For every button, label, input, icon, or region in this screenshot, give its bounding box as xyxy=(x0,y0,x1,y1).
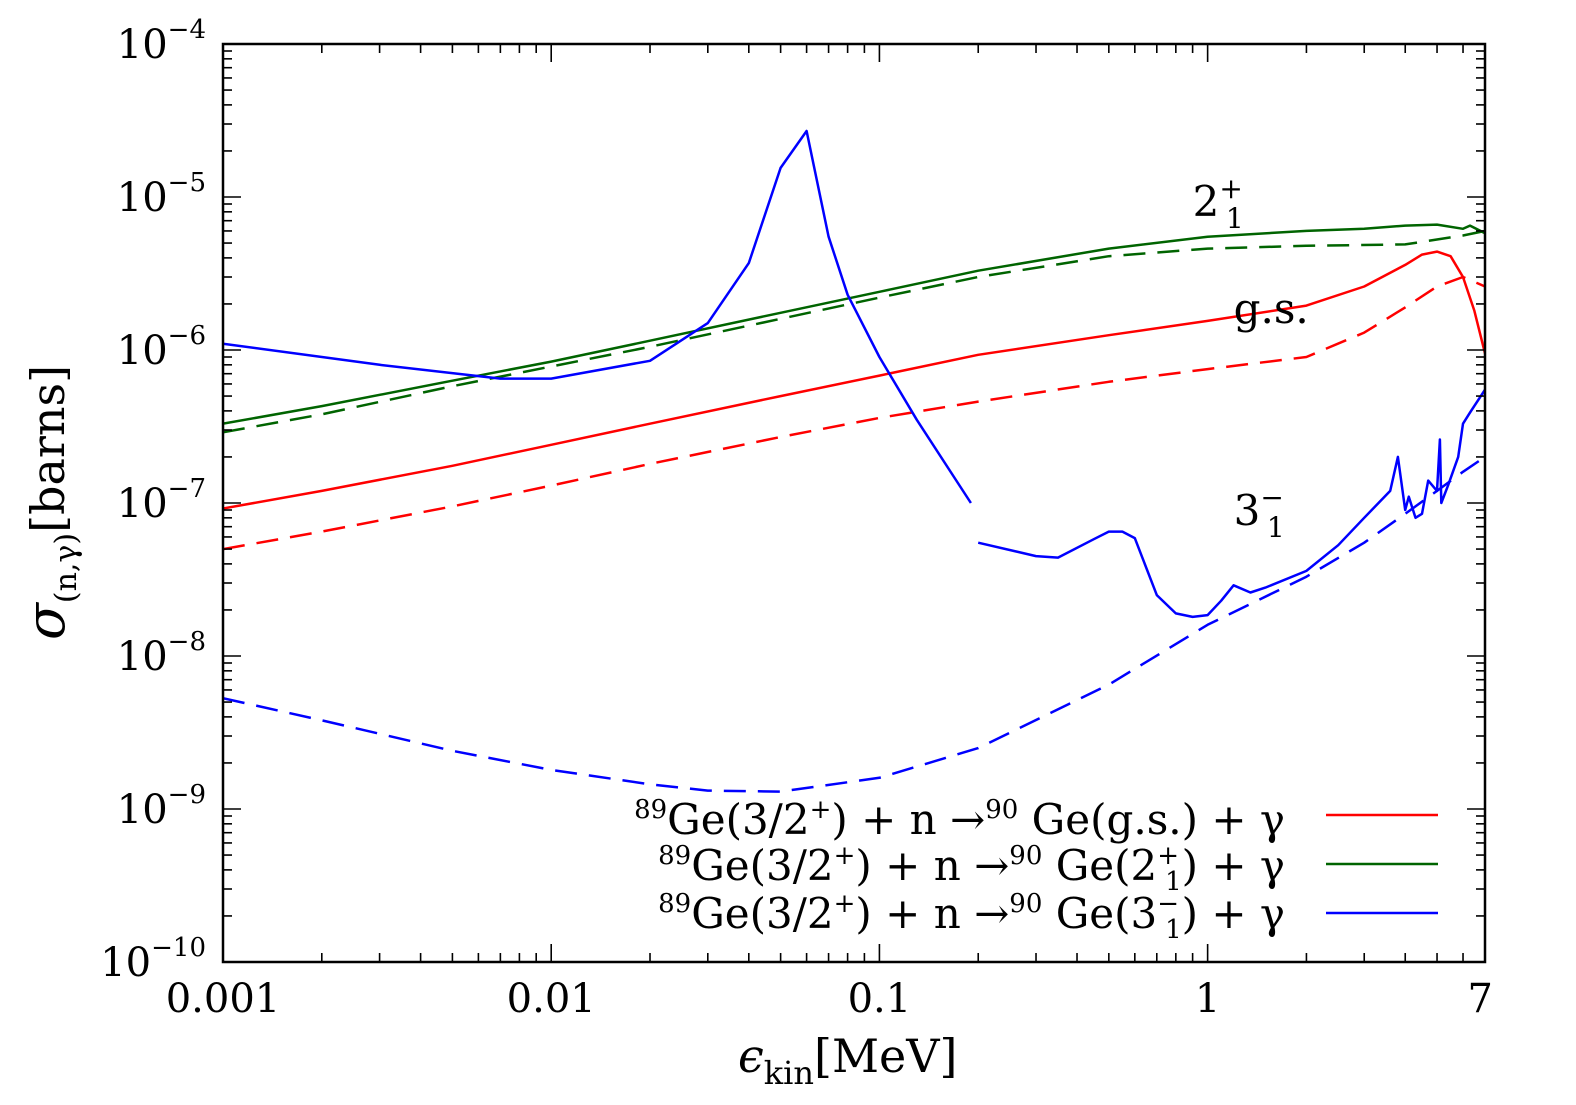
series-line-0 xyxy=(223,250,1485,510)
svg-text:σ(n,γ)[barns]: σ(n,γ)[barns] xyxy=(14,365,84,640)
legend-entry-gs: 89Ge(3/2+) + n →90 Ge(g.s.) + γ xyxy=(634,795,1285,844)
series-line-2 xyxy=(223,223,1485,425)
tick-layer xyxy=(222,43,1486,963)
series-line-6 xyxy=(223,455,1485,793)
curve-label-3minus: 3− 1 xyxy=(1234,481,1285,544)
x-tick-label: 7 xyxy=(1468,976,1493,1022)
svg-text:ϵkin[MeV]: ϵkin[MeV] xyxy=(738,1029,957,1092)
y-tick-label: 10−9 xyxy=(117,780,206,833)
y-axis-label: σ(n,γ)[barns] xyxy=(14,365,84,640)
x-axis-label-main: ϵ xyxy=(738,1029,764,1083)
x-axis-label-sub: kin xyxy=(764,1054,814,1092)
series-line-5 xyxy=(977,389,1485,619)
curve-label-gs: g.s. xyxy=(1234,284,1309,333)
x-tick-label: 1 xyxy=(1195,976,1220,1022)
x-axis-label-unit: [MeV] xyxy=(814,1029,957,1083)
legend-entry-3minus: 89Ge(3/2+) + n →90 Ge(3− 1) + γ xyxy=(658,889,1285,945)
annotation-layer: 2+ 1 g.s. 3− 1 xyxy=(1193,172,1309,544)
y-axis-label-main: σ xyxy=(14,601,77,640)
y-tick-label: 10−5 xyxy=(117,168,206,221)
legend: 89Ge(3/2+) + n →90 Ge(g.s.) + γ 89Ge(3/2… xyxy=(634,795,1438,945)
ticklabel-layer: 0.001 0.01 0.1 1 7 10−4 10−5 10−6 10−7 10−8 10−9 10… xyxy=(100,15,1493,1022)
y-axis-label-sub: (n,γ) xyxy=(49,533,84,603)
y-tick-label: 10−6 xyxy=(117,321,206,374)
series-line-1 xyxy=(223,275,1485,551)
y-tick-label: 10−8 xyxy=(117,627,206,680)
y-tick-label: 10−4 xyxy=(117,15,206,68)
x-tick-label: 0.01 xyxy=(507,976,596,1022)
x-tick-label: 0.001 xyxy=(166,976,281,1022)
series-layer xyxy=(223,129,1485,793)
legend-entry-2plus: 89Ge(3/2+) + n →90 Ge(2+ 1) + γ xyxy=(658,841,1285,897)
x-tick-label: 0.1 xyxy=(848,976,912,1022)
x-axis-label: ϵkin[MeV] xyxy=(738,1029,957,1092)
y-tick-label: 10−10 xyxy=(100,933,206,986)
y-tick-label: 10−7 xyxy=(117,474,206,527)
series-line-4 xyxy=(223,129,972,504)
curve-label-2plus: 2+ 1 xyxy=(1193,172,1244,235)
series-line-3 xyxy=(223,229,1485,434)
y-axis-label-unit: [barns] xyxy=(21,365,75,533)
